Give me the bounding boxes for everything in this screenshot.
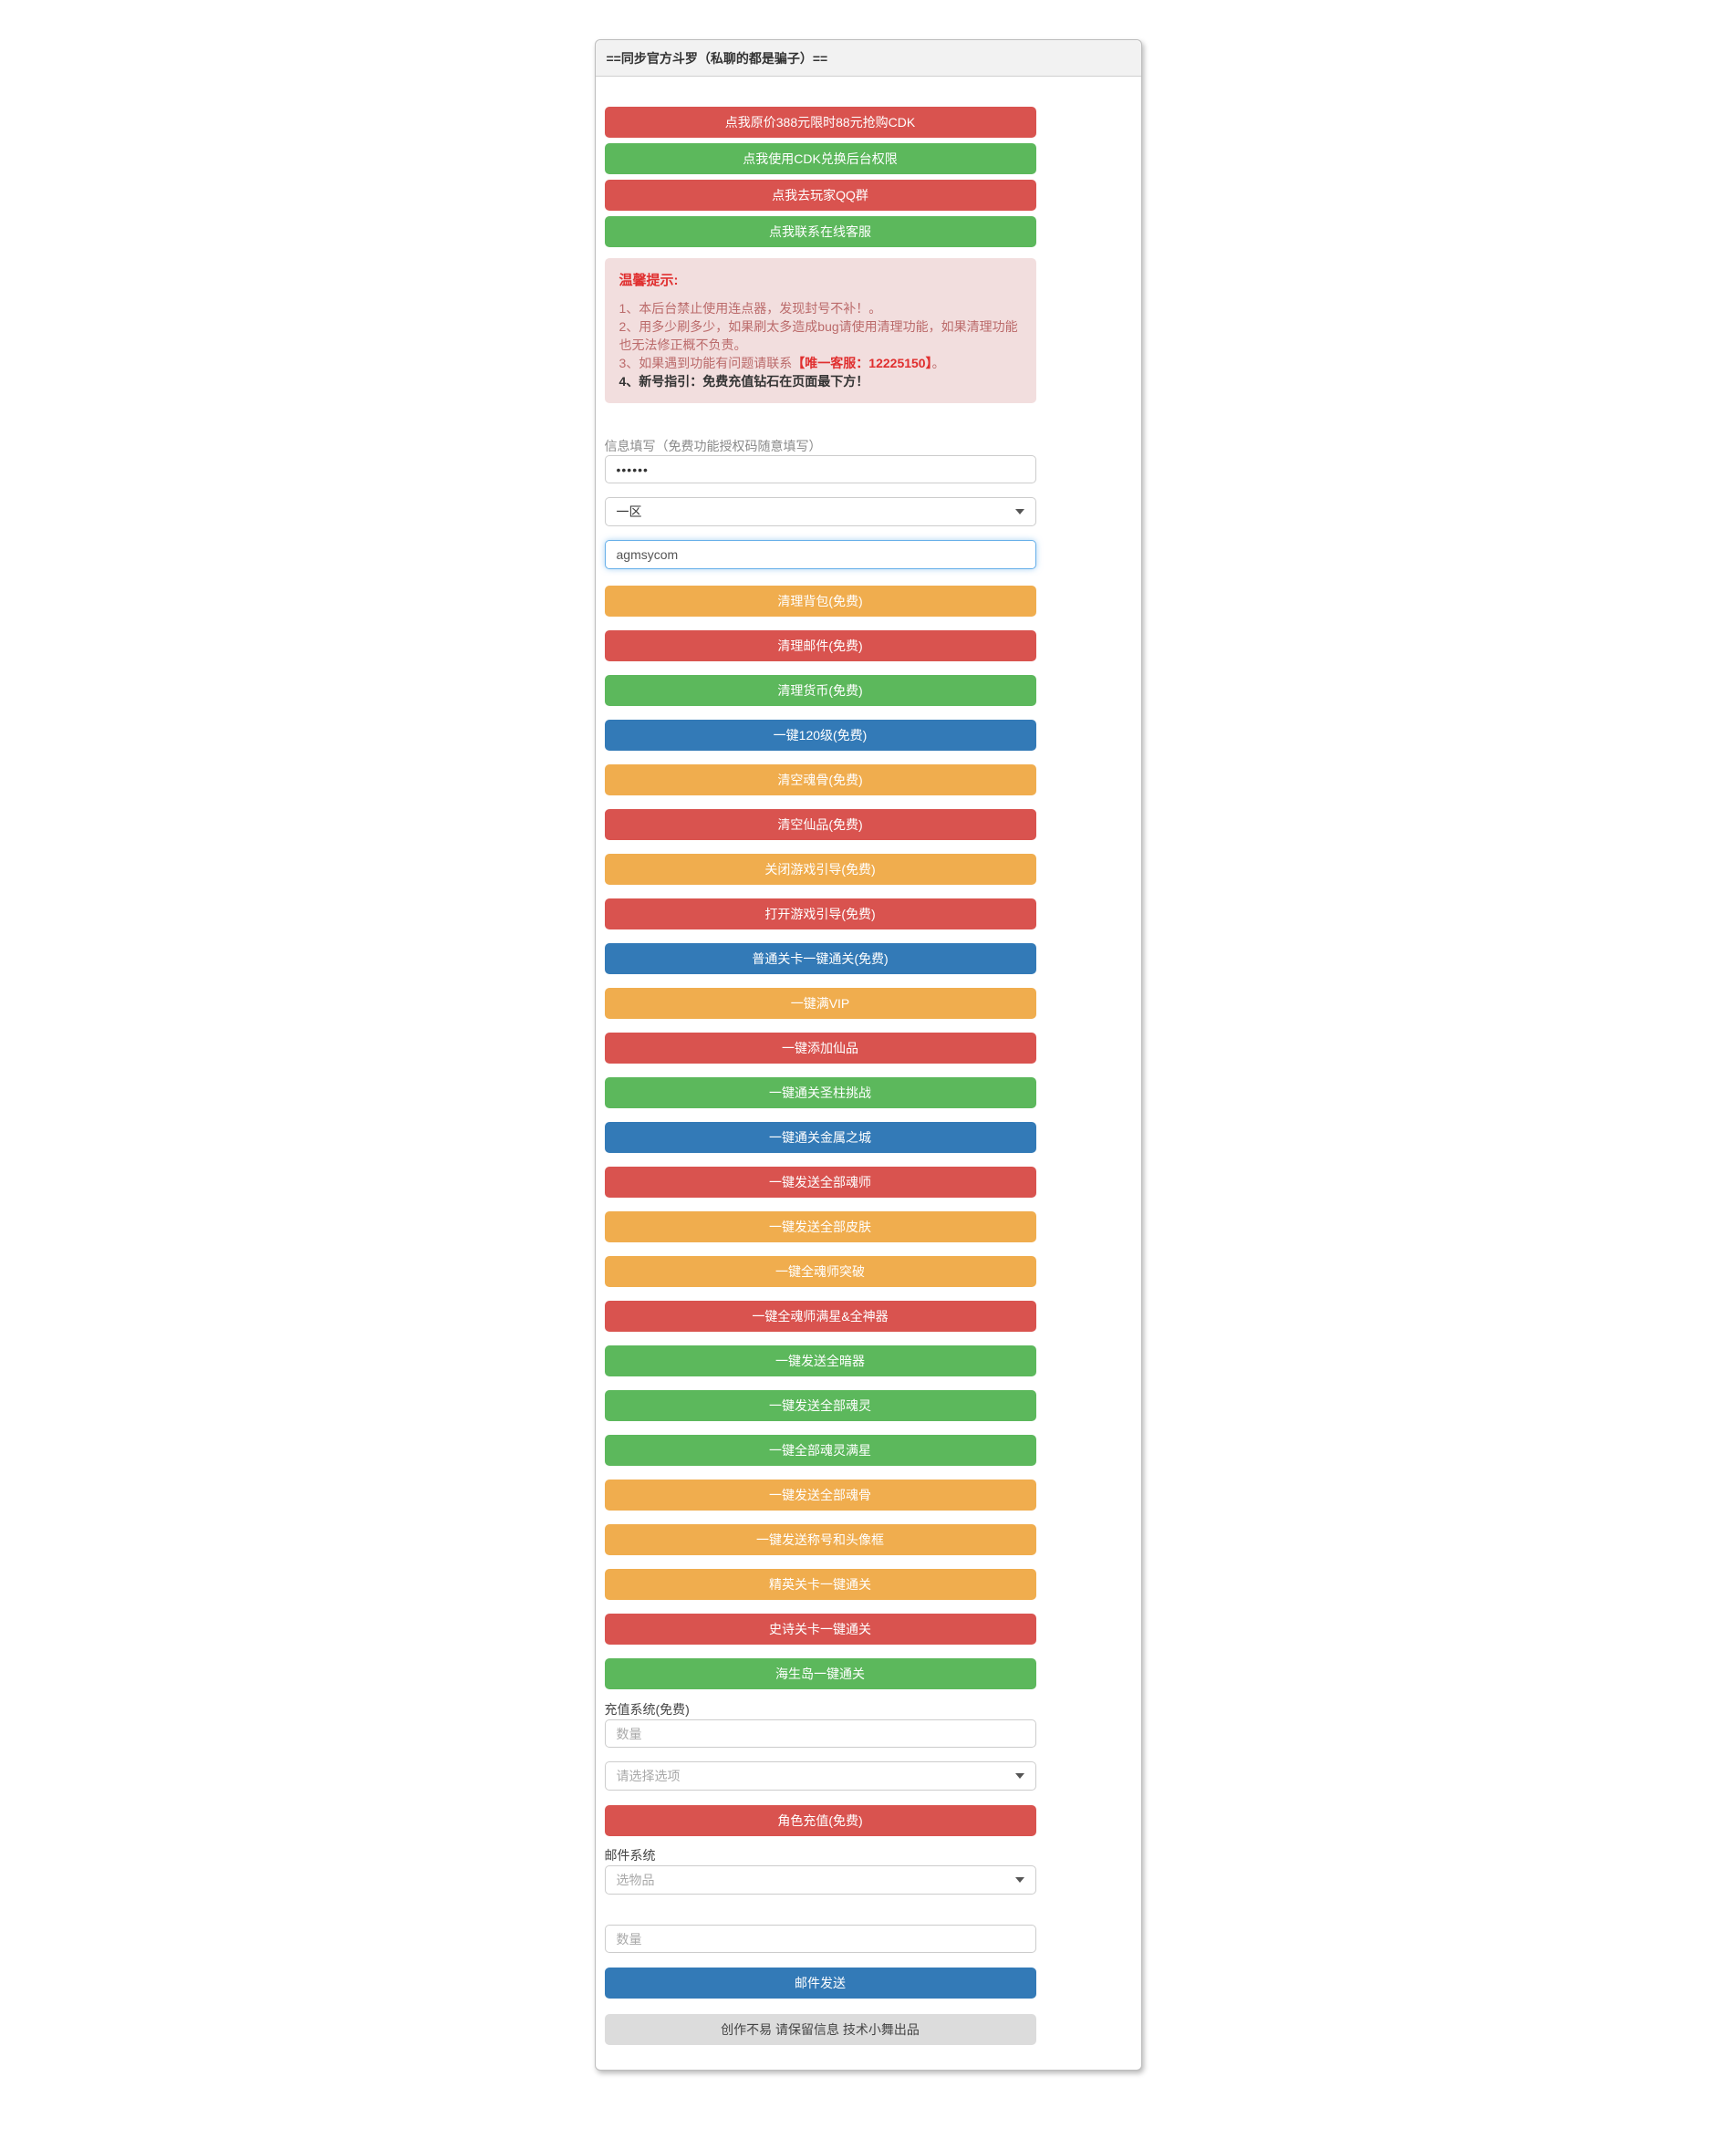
send-all-soul-spirits-button[interactable]: 一键发送全部魂灵 xyxy=(604,1390,1036,1421)
recharge-option-select[interactable]: 请选择选项 xyxy=(604,1761,1036,1791)
clear-soul-bones-button[interactable]: 清空魂骨(免费) xyxy=(604,764,1036,795)
main-panel: ==同步官方斗罗（私聊的都是骗子）== 点我原价388元限时88元抢购CDK 点… xyxy=(594,39,1142,2071)
recharge-section-label: 充值系统(免费) xyxy=(604,1702,690,1717)
sea-island-clear-button[interactable]: 海生岛一键通关 xyxy=(604,1658,1036,1689)
server-select[interactable]: 一区 xyxy=(604,497,1036,526)
panel-header: ==同步官方斗罗（私聊的都是骗子）== xyxy=(595,40,1141,77)
mail-quantity-input[interactable]: 数量 xyxy=(604,1925,1036,1953)
mail-item-select-value: 选物品 xyxy=(616,1873,655,1887)
all-soul-master-breakthrough-button[interactable]: 一键全魂师突破 xyxy=(604,1256,1036,1287)
redeem-cdk-button[interactable]: 点我使用CDK兑换后台权限 xyxy=(604,143,1036,174)
support-contact: 【唯一客服：12225150】 xyxy=(792,356,932,370)
notice-title: 温馨提示: xyxy=(619,273,679,288)
all-max-star-artifact-button[interactable]: 一键全魂师满星&全神器 xyxy=(604,1301,1036,1332)
chevron-down-icon xyxy=(1014,1877,1024,1883)
elite-stage-clear-button[interactable]: 精英关卡一键通关 xyxy=(604,1569,1036,1600)
clear-immortal-items-button[interactable]: 清空仙品(免费) xyxy=(604,809,1036,840)
clean-currency-button[interactable]: 清理货币(免费) xyxy=(604,675,1036,706)
credit-bar: 创作不易 请保留信息 技术小舞出品 xyxy=(604,2014,1036,2045)
send-titles-avatars-button[interactable]: 一键发送称号和头像框 xyxy=(604,1524,1036,1555)
notice-item-1: 1、本后台禁止使用连点器，发现封号不补！。 xyxy=(619,301,882,316)
chevron-down-icon xyxy=(1014,1773,1024,1779)
metal-city-clear-button[interactable]: 一键通关金属之城 xyxy=(604,1122,1036,1153)
level-120-button[interactable]: 一键120级(免费) xyxy=(604,720,1036,751)
send-all-hidden-weapons-button[interactable]: 一键发送全暗器 xyxy=(604,1345,1036,1376)
add-immortal-items-button[interactable]: 一键添加仙品 xyxy=(604,1033,1036,1064)
notice-box: 温馨提示: 1、本后台禁止使用连点器，发现封号不补！。 2、用多少刷多少，如果刷… xyxy=(604,258,1036,403)
mail-send-button[interactable]: 邮件发送 xyxy=(604,1968,1036,1999)
recharge-option-select-value: 请选择选项 xyxy=(616,1769,681,1783)
account-form-label: 信息填写（免费功能授权码随意填写） xyxy=(604,439,822,453)
account-input[interactable]: agmsycom xyxy=(604,540,1036,569)
open-guide-button[interactable]: 打开游戏引导(免费) xyxy=(604,898,1036,929)
send-all-skins-button[interactable]: 一键发送全部皮肤 xyxy=(604,1211,1036,1242)
notice-item-2: 2、用多少刷多少，如果刷太多造成bug请使用清理功能，如果清理功能也无法修正概不… xyxy=(619,319,1018,352)
server-select-value: 一区 xyxy=(616,504,642,519)
send-all-soul-masters-button[interactable]: 一键发送全部魂师 xyxy=(604,1167,1036,1198)
mail-section-label: 邮件系统 xyxy=(604,1848,656,1863)
max-vip-button[interactable]: 一键满VIP xyxy=(604,988,1036,1019)
clean-mail-button[interactable]: 清理邮件(免费) xyxy=(604,630,1036,661)
notice-item-4: 4、新号指引：免费充值钻石在页面最下方！ xyxy=(619,374,869,389)
buy-cdk-button[interactable]: 点我原价388元限时88元抢购CDK xyxy=(604,107,1036,138)
send-all-soul-bones-button[interactable]: 一键发送全部魂骨 xyxy=(604,1480,1036,1511)
notice-item-3: 3、如果遇到功能有问题请联系【唯一客服：12225150】。 xyxy=(619,356,945,370)
clean-backpack-button[interactable]: 清理背包(免费) xyxy=(604,586,1036,617)
epic-stage-clear-button[interactable]: 史诗关卡一键通关 xyxy=(604,1614,1036,1645)
recharge-quantity-input[interactable]: 数量 xyxy=(604,1719,1036,1748)
top-link-buttons: 点我原价388元限时88元抢购CDK 点我使用CDK兑换后台权限 点我去玩家QQ… xyxy=(604,107,1036,247)
holy-pillar-clear-button[interactable]: 一键通关圣柱挑战 xyxy=(604,1077,1036,1108)
normal-stage-clear-button[interactable]: 普通关卡一键通关(免费) xyxy=(604,943,1036,974)
action-buttons: 清理背包(免费) 清理邮件(免费) 清理货币(免费) 一键120级(免费) 清空… xyxy=(604,586,1036,1689)
mail-item-select[interactable]: 选物品 xyxy=(604,1865,1036,1895)
auth-code-password-field[interactable]: •••••• xyxy=(604,455,1036,483)
chevron-down-icon xyxy=(1014,509,1024,514)
close-guide-button[interactable]: 关闭游戏引导(免费) xyxy=(604,854,1036,885)
panel-body: 点我原价388元限时88元抢购CDK 点我使用CDK兑换后台权限 点我去玩家QQ… xyxy=(596,77,1036,2070)
page-title: ==同步官方斗罗（私聊的都是骗子）== xyxy=(606,50,828,66)
qq-group-button[interactable]: 点我去玩家QQ群 xyxy=(604,180,1036,211)
online-support-button[interactable]: 点我联系在线客服 xyxy=(604,216,1036,247)
role-recharge-button[interactable]: 角色充值(免费) xyxy=(604,1805,1036,1836)
all-soul-spirits-max-star-button[interactable]: 一键全部魂灵满星 xyxy=(604,1435,1036,1466)
